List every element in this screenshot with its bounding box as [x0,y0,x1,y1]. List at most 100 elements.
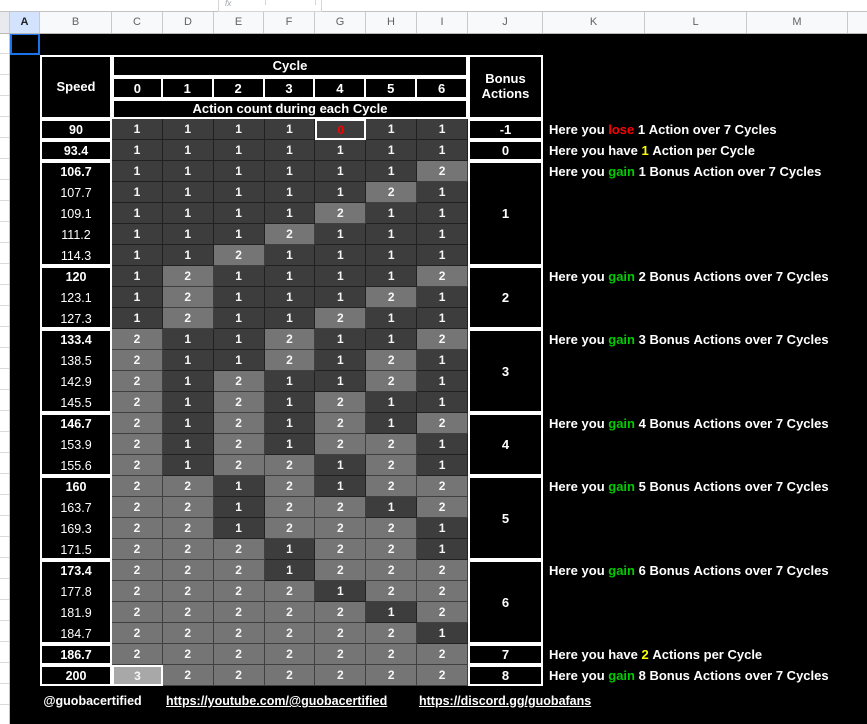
cycle-cell[interactable]: 1 [366,203,418,224]
speed-cell[interactable]: 138.5 [40,350,112,371]
cycle-cell[interactable]: 1 [112,266,163,287]
cycle-number-header[interactable]: 2 [213,77,265,99]
cycle-cell[interactable]: 2 [315,203,367,224]
note-text[interactable]: Here you gain 8 Bonus Actions over 7 Cyc… [549,665,829,686]
cycle-cell[interactable]: 1 [162,329,214,350]
youtube-link[interactable]: https://youtube.com/@guobacertified [166,694,388,708]
bonus-cell[interactable]: 2 [468,266,543,329]
cycle-cell[interactable]: 2 [112,329,163,350]
cycle-cell[interactable]: 1 [315,581,367,602]
cycle-cell[interactable]: 2 [417,476,468,497]
cycle-cell[interactable]: 1 [315,161,367,182]
cycle-cell[interactable]: 1 [315,245,367,266]
cycle-cell[interactable]: 1 [213,161,265,182]
cycle-number-header[interactable]: 0 [112,77,163,99]
column-header-h[interactable]: H [366,12,417,33]
bonus-cell[interactable]: 5 [468,476,543,560]
cycle-cell[interactable]: 2 [366,644,418,665]
cycle-cell[interactable]: 1 [264,161,316,182]
cycle-number-header[interactable]: 5 [366,77,418,99]
cycle-cell[interactable]: 1 [417,287,468,308]
cycle-cell[interactable]: 2 [162,644,214,665]
column-header-e[interactable]: E [214,12,264,33]
cycle-cell[interactable]: 1 [162,203,214,224]
cycle-cell[interactable]: 2 [366,287,418,308]
cycle-cell[interactable]: 1 [264,245,316,266]
column-header-b[interactable]: B [40,12,112,33]
cycle-cell[interactable]: 2 [162,581,214,602]
note-text[interactable]: Here you gain 2 Bonus Actions over 7 Cyc… [549,266,829,287]
column-header-d[interactable]: D [163,12,214,33]
speed-cell[interactable]: 106.7 [40,161,112,182]
cycle-cell[interactable]: 1 [315,182,367,203]
cycle-cell[interactable]: 2 [264,497,316,518]
formula-bar[interactable]: fx [218,0,322,12]
cycle-cell[interactable]: 2 [162,497,214,518]
cycle-cell[interactable]: 2 [112,623,163,644]
cycle-cell[interactable]: 2 [112,560,163,581]
cycle-cell[interactable]: 1 [162,371,214,392]
cycle-cell[interactable]: 1 [417,119,468,140]
cycle-cell[interactable]: 2 [213,392,265,413]
speed-cell[interactable]: 171.5 [40,539,112,560]
cycle-cell[interactable]: 1 [112,224,163,245]
cycle-cell[interactable]: 2 [417,266,468,287]
cycle-cell[interactable]: 1 [112,245,163,266]
cycle-cell[interactable]: 1 [315,371,367,392]
cycle-cell[interactable]: 2 [366,434,418,455]
speed-cell[interactable]: 155.6 [40,455,112,476]
cycle-cell[interactable]: 1 [315,266,367,287]
cycle-cell[interactable]: 2 [213,245,265,266]
cycle-cell[interactable]: 1 [162,434,214,455]
cycle-cell[interactable]: 1 [417,392,468,413]
cycle-cell[interactable]: 2 [162,602,214,623]
cycle-cell[interactable]: 1 [213,224,265,245]
column-header-k[interactable]: K [543,12,645,33]
cycle-cell[interactable]: 2 [417,497,468,518]
cycle-cell[interactable]: 2 [366,371,418,392]
column-header-f[interactable]: F [264,12,315,33]
cycle-cell[interactable]: 2 [366,350,418,371]
cycle-cell[interactable]: 1 [417,455,468,476]
column-header-a[interactable]: A [10,12,40,33]
speed-cell[interactable]: 200 [40,665,112,686]
bonus-cell[interactable]: 6 [468,560,543,644]
cycle-cell[interactable]: 1 [112,203,163,224]
speed-cell[interactable]: 120 [40,266,112,287]
cycle-cell[interactable]: 1 [366,245,418,266]
speed-cell[interactable]: 107.7 [40,182,112,203]
cycle-cell[interactable]: 1 [112,161,163,182]
speed-cell[interactable]: 93.4 [40,140,112,161]
cycle-cell[interactable]: 1 [315,287,367,308]
note-text[interactable]: Here you lose 1 Action over 7 Cycles [549,119,777,140]
column-header-c[interactable]: C [112,12,163,33]
note-text[interactable]: Here you gain 4 Bonus Actions over 7 Cyc… [549,413,829,434]
bonus-cell[interactable]: 1 [468,161,543,266]
speed-cell[interactable]: 173.4 [40,560,112,581]
cycle-cell[interactable]: 1 [112,308,163,329]
cycle-cell[interactable]: 2 [315,518,367,539]
cycle-cell[interactable]: 2 [112,539,163,560]
cycle-cell[interactable]: 2 [112,413,163,434]
cycle-cell[interactable]: 2 [162,518,214,539]
cycle-cell[interactable]: 1 [213,119,265,140]
bonus-cell[interactable]: 7 [468,644,543,665]
cycle-cell[interactable]: 2 [213,644,265,665]
cycle-cell[interactable]: 2 [112,602,163,623]
cycle-cell[interactable]: 1 [366,392,418,413]
note-text[interactable]: Here you gain 5 Bonus Actions over 7 Cyc… [549,476,829,497]
speed-cell[interactable]: 163.7 [40,497,112,518]
speed-cell[interactable]: 133.4 [40,329,112,350]
action-count-header[interactable]: Action count during each Cycle [112,99,468,119]
cycle-cell[interactable]: 1 [213,518,265,539]
cycle-number-header[interactable]: 4 [315,77,367,99]
note-text[interactable]: Here you gain 6 Bonus Actions over 7 Cyc… [549,560,829,581]
cycle-cell[interactable]: 1 [112,182,163,203]
cycle-cell[interactable]: 2 [315,539,367,560]
cycle-cell[interactable]: 2 [366,455,418,476]
cycle-header[interactable]: Cycle [112,55,468,77]
discord-link[interactable]: https://discord.gg/guobafans [419,694,592,708]
cycle-cell[interactable]: 2 [315,560,367,581]
cycle-cell[interactable]: 2 [417,665,468,686]
cycle-cell[interactable]: 1 [213,266,265,287]
